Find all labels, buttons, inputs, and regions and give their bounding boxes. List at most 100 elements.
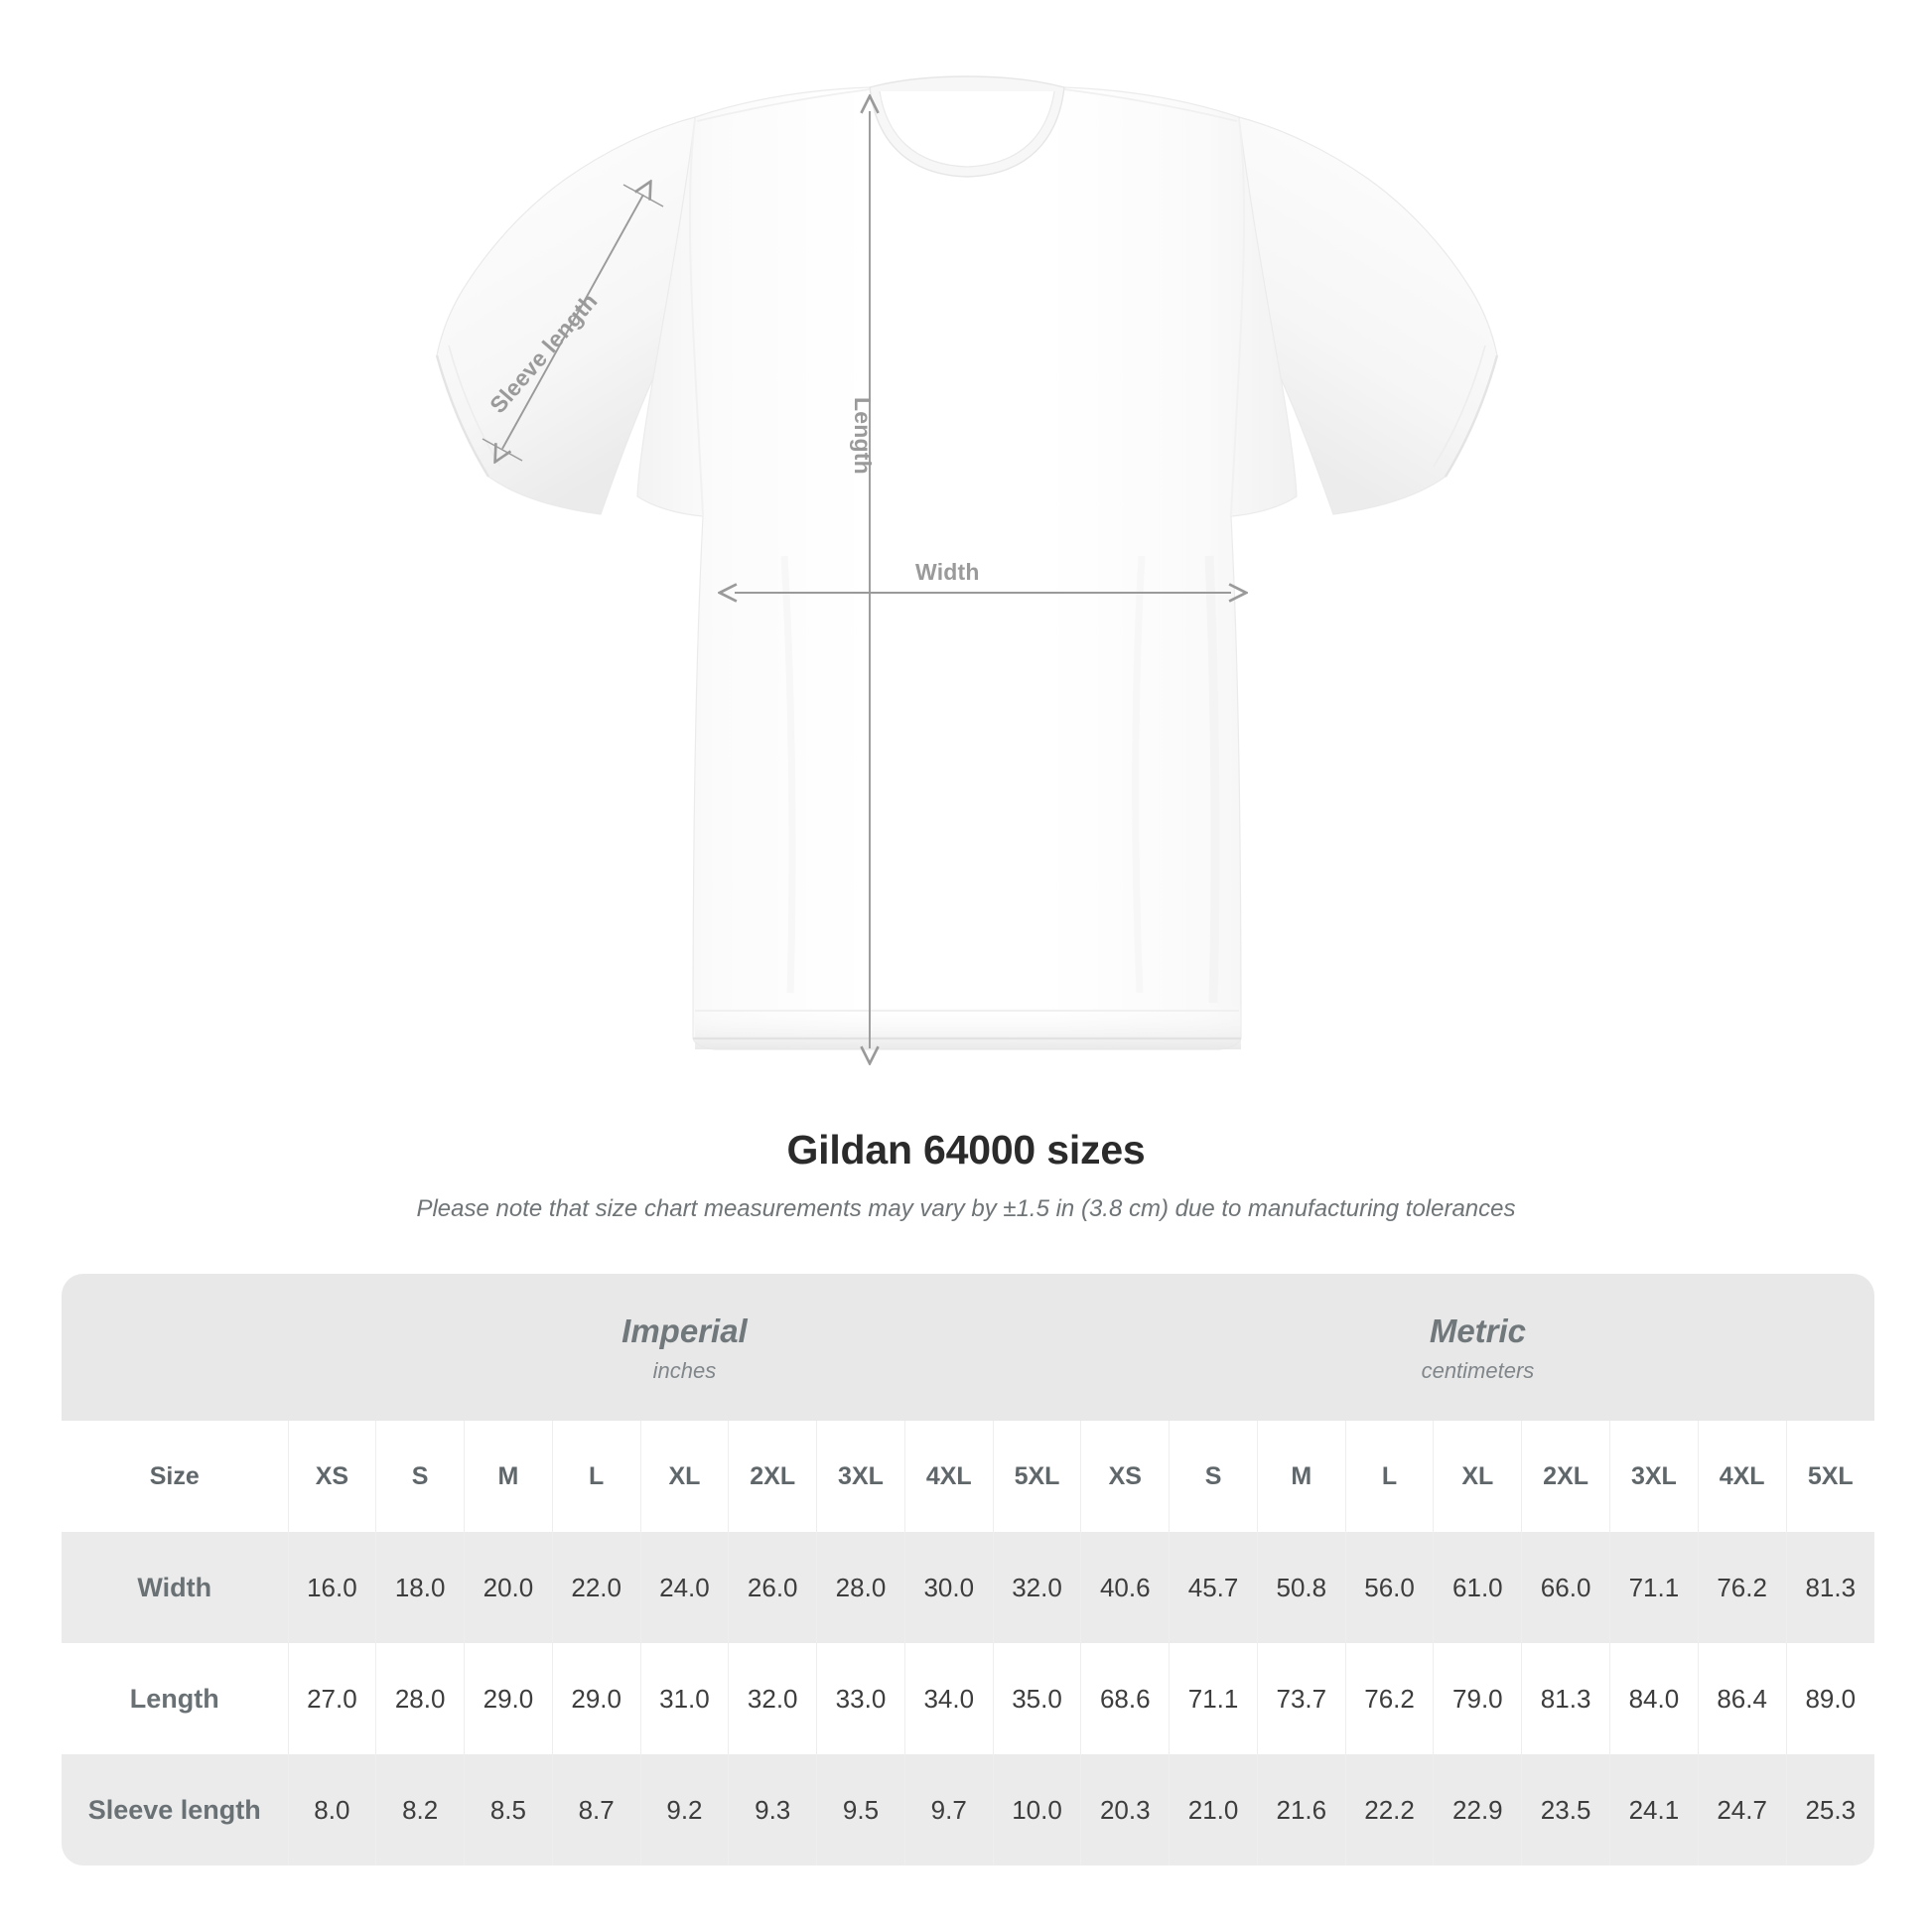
cell-sleeve-imperial-xl: 9.2	[639, 1754, 729, 1865]
cell-width-metric-s: 45.7	[1169, 1532, 1258, 1643]
size-header-metric-xs: XS	[1080, 1421, 1170, 1532]
cell-width-metric-xl: 61.0	[1433, 1532, 1522, 1643]
cell-length-metric-l: 76.2	[1344, 1643, 1434, 1754]
cell-width-metric-xs: 40.6	[1080, 1532, 1170, 1643]
size-header-metric-l: L	[1344, 1421, 1434, 1532]
size-header-label: Size	[62, 1421, 288, 1532]
size-header-row: Size XS S M L XL 2XL 3XL 4XL 5XL XS S M …	[62, 1421, 1874, 1532]
table-row-sleeve-length: Sleeve length 8.0 8.2 8.5 8.7 9.2 9.3 9.…	[62, 1754, 1874, 1865]
left-cuff-hem	[435, 354, 490, 478]
cell-sleeve-metric-3xl: 24.1	[1608, 1754, 1699, 1865]
right-cuff-seam	[1433, 345, 1486, 468]
cell-sleeve-imperial-4xl: 9.7	[903, 1754, 994, 1865]
right-armhole-seam	[1230, 118, 1246, 517]
cell-width-metric-4xl: 76.2	[1697, 1532, 1787, 1643]
size-header-metric-s: S	[1169, 1421, 1258, 1532]
size-header-metric-2xl: 2XL	[1521, 1421, 1610, 1532]
cell-length-imperial-5xl: 35.0	[992, 1643, 1081, 1754]
sleeve-tick-top	[622, 184, 664, 207]
cell-length-metric-3xl: 84.0	[1608, 1643, 1699, 1754]
unit-cell-imperial: Imperial inches	[288, 1274, 1081, 1421]
cell-sleeve-metric-l: 22.2	[1344, 1754, 1434, 1865]
size-header-imperial-4xl: 4XL	[903, 1421, 994, 1532]
cell-width-imperial-s: 18.0	[375, 1532, 465, 1643]
unit-cell-metric: Metric centimeters	[1080, 1274, 1874, 1421]
cell-sleeve-metric-s: 21.0	[1169, 1754, 1258, 1865]
left-cuff-seam	[448, 345, 501, 468]
size-header-imperial-l: L	[551, 1421, 641, 1532]
unit-system-row: Imperial inches Metric centimeters	[62, 1274, 1874, 1421]
size-table-container: Imperial inches Metric centimeters Size …	[62, 1274, 1874, 1865]
cell-sleeve-metric-xs: 20.3	[1080, 1754, 1170, 1865]
cell-sleeve-metric-2xl: 23.5	[1521, 1754, 1610, 1865]
fabric-fold-edge-right	[1204, 555, 1220, 1004]
size-header-metric-xl: XL	[1433, 1421, 1522, 1532]
cell-length-imperial-3xl: 33.0	[816, 1643, 905, 1754]
cell-width-imperial-5xl: 32.0	[992, 1532, 1081, 1643]
right-cuff-hem	[1444, 354, 1499, 478]
unit-row-spacer	[62, 1274, 288, 1421]
cell-length-imperial-m: 29.0	[464, 1643, 553, 1754]
cell-sleeve-imperial-s: 8.2	[375, 1754, 465, 1865]
cell-sleeve-imperial-l: 8.7	[551, 1754, 641, 1865]
size-header-imperial-s: S	[375, 1421, 465, 1532]
unit-sub-metric: centimeters	[1421, 1357, 1535, 1383]
size-header-imperial-5xl: 5XL	[992, 1421, 1081, 1532]
cell-length-imperial-4xl: 34.0	[903, 1643, 994, 1754]
cell-width-imperial-4xl: 30.0	[903, 1532, 994, 1643]
size-header-imperial-3xl: 3XL	[816, 1421, 905, 1532]
cell-length-metric-s: 71.1	[1169, 1643, 1258, 1754]
shirt-body	[636, 86, 1298, 1050]
cell-width-imperial-xl: 24.0	[639, 1532, 729, 1643]
cell-width-metric-2xl: 66.0	[1521, 1532, 1610, 1643]
right-shoulder-seam	[1063, 88, 1238, 122]
cell-sleeve-metric-4xl: 24.7	[1697, 1754, 1787, 1865]
cell-length-metric-m: 73.7	[1256, 1643, 1346, 1754]
cell-length-metric-2xl: 81.3	[1521, 1643, 1610, 1754]
size-header-imperial-xl: XL	[639, 1421, 729, 1532]
fabric-fold-left	[780, 555, 796, 994]
cell-sleeve-imperial-3xl: 9.5	[816, 1754, 905, 1865]
cell-sleeve-imperial-xs: 8.0	[287, 1754, 376, 1865]
page-title: Gildan 64000 sizes	[786, 1127, 1146, 1173]
size-header-imperial-2xl: 2XL	[728, 1421, 817, 1532]
unit-name-imperial: Imperial	[621, 1312, 748, 1350]
cell-width-imperial-xs: 16.0	[287, 1532, 376, 1643]
cell-width-imperial-m: 20.0	[464, 1532, 553, 1643]
length-label: Length	[850, 397, 876, 475]
width-label: Width	[915, 559, 980, 585]
size-table: Imperial inches Metric centimeters Size …	[62, 1274, 1874, 1865]
cell-length-metric-xl: 79.0	[1433, 1643, 1522, 1754]
collar-inner	[879, 90, 1055, 168]
cell-length-imperial-xs: 27.0	[287, 1643, 376, 1754]
cell-sleeve-imperial-m: 8.5	[464, 1754, 553, 1865]
title-block: Gildan 64000 sizes Please note that size…	[0, 1127, 1932, 1223]
cell-length-metric-5xl: 89.0	[1785, 1643, 1874, 1754]
size-header-imperial-xs: XS	[287, 1421, 376, 1532]
row-label-sleeve-length: Sleeve length	[62, 1754, 288, 1865]
cell-width-imperial-2xl: 26.0	[728, 1532, 817, 1643]
fabric-fold-right	[1132, 555, 1146, 994]
row-label-length: Length	[62, 1643, 288, 1754]
cell-sleeve-metric-5xl: 25.3	[1785, 1754, 1874, 1865]
cell-length-imperial-l: 29.0	[551, 1643, 641, 1754]
tshirt-svg	[435, 75, 1499, 1112]
size-header-metric-3xl: 3XL	[1608, 1421, 1699, 1532]
size-header-metric-4xl: 4XL	[1697, 1421, 1787, 1532]
cell-sleeve-imperial-2xl: 9.3	[728, 1754, 817, 1865]
cell-sleeve-metric-xl: 22.9	[1433, 1754, 1522, 1865]
size-header-imperial-m: M	[464, 1421, 553, 1532]
cell-sleeve-imperial-5xl: 10.0	[992, 1754, 1081, 1865]
cell-length-imperial-2xl: 32.0	[728, 1643, 817, 1754]
cell-width-metric-l: 56.0	[1344, 1532, 1434, 1643]
row-label-width: Width	[62, 1532, 288, 1643]
cell-width-metric-3xl: 71.1	[1608, 1532, 1699, 1643]
cell-sleeve-metric-m: 21.6	[1256, 1754, 1346, 1865]
cell-width-imperial-l: 22.0	[551, 1532, 641, 1643]
tolerance-note: Please note that size chart measurements…	[416, 1195, 1516, 1222]
cell-width-metric-5xl: 81.3	[1785, 1532, 1874, 1643]
table-row-length: Length 27.0 28.0 29.0 29.0 31.0 32.0 33.…	[62, 1643, 1874, 1754]
cell-length-metric-xs: 68.6	[1080, 1643, 1170, 1754]
cell-width-imperial-3xl: 28.0	[816, 1532, 905, 1643]
